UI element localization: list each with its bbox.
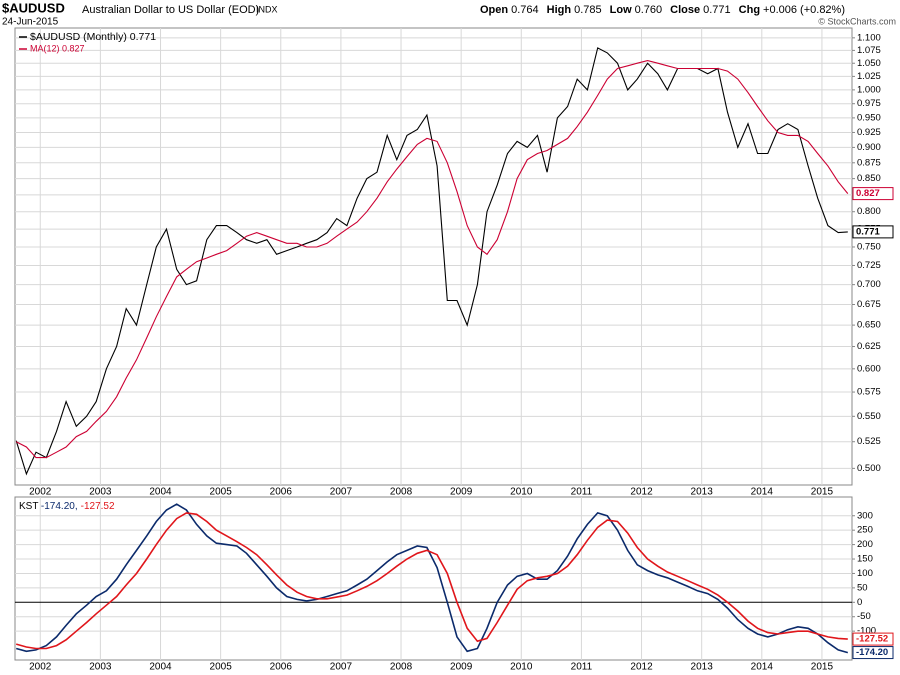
y-tick-label: 300 xyxy=(857,510,873,521)
y-tick-label: 0.700 xyxy=(857,279,881,290)
y-tick-label: 1.050 xyxy=(857,58,881,69)
legend: KST -174.20, -127.52 xyxy=(19,501,115,512)
x-tick-label: 2005 xyxy=(210,662,233,673)
x-tick-label: 2005 xyxy=(210,487,233,498)
y-tick-label: 0.500 xyxy=(857,463,881,474)
x-tick-label: 2014 xyxy=(751,487,774,498)
x-tick-label: 2012 xyxy=(630,487,653,498)
y-tick-label: 0.800 xyxy=(857,206,881,217)
y-tick-label: 0.875 xyxy=(857,157,881,168)
stat-value: 0.771 xyxy=(703,4,731,16)
y-tick-label: 1.000 xyxy=(857,84,881,95)
date: 24-Jun-2015 xyxy=(2,17,59,28)
x-tick-label: 2002 xyxy=(29,487,52,498)
x-tick-label: 2003 xyxy=(89,662,112,673)
y-tick-label: 0.675 xyxy=(857,299,881,310)
y-tick-label: 100 xyxy=(857,568,873,579)
y-tick-label: 50 xyxy=(857,582,868,593)
x-tick-label: 2011 xyxy=(571,662,593,673)
stat-label: Open xyxy=(480,4,508,16)
quote-stats: Open 0.764 High 0.785 Low 0.760 Close 0.771 Chg +… xyxy=(480,4,845,16)
y-tick-label: -100 xyxy=(857,626,876,637)
legend-entry: $AUDUSD (Monthly) 0.771 xyxy=(30,31,156,43)
y-tick-label: 0.900 xyxy=(857,142,881,153)
y-tick-label: 1.100 xyxy=(857,32,881,43)
last-value-label: -174.20 xyxy=(856,647,888,658)
legend-entry: MA(12) 0.827 xyxy=(30,43,85,53)
stat-label: High xyxy=(547,4,572,16)
last-value-label: 0.771 xyxy=(856,226,880,237)
last-value-label: 0.827 xyxy=(856,188,880,199)
x-tick-label: 2013 xyxy=(691,487,714,498)
x-tick-label: 2002 xyxy=(29,662,52,673)
legend-entry: -127.52 xyxy=(81,501,115,512)
last-value-box xyxy=(852,632,894,646)
y-tick-label: 0.925 xyxy=(857,127,881,138)
symbol: $AUDUSD xyxy=(2,0,65,15)
y-tick-label: 1.025 xyxy=(857,71,881,82)
y-tick-label: 1.075 xyxy=(857,45,881,56)
y-tick-label: -50 xyxy=(857,611,871,622)
stat-label: Close xyxy=(670,4,700,16)
legend-entry: KST xyxy=(19,501,38,512)
y-tick-label: 0.650 xyxy=(857,320,881,331)
stat-value: 0.764 xyxy=(511,4,539,16)
last-value-box xyxy=(852,646,894,660)
y-tick-label: 0.600 xyxy=(857,363,881,374)
stat-label: Chg xyxy=(739,4,760,16)
legend-entry: -174.20, xyxy=(41,501,78,512)
y-tick-label: 200 xyxy=(857,539,873,550)
x-tick-label: 2014 xyxy=(751,662,774,673)
y-tick-label: 0.625 xyxy=(857,341,881,352)
y-tick-label: 0.550 xyxy=(857,411,881,422)
x-tick-label: 2008 xyxy=(390,662,413,673)
y-tick-label: 0.750 xyxy=(857,241,881,252)
x-tick-label: 2015 xyxy=(811,662,834,673)
y-tick-label: 150 xyxy=(857,554,873,565)
y-tick-label: 0.850 xyxy=(857,173,881,184)
y-tick-label: 250 xyxy=(857,525,873,536)
x-tick-label: 2012 xyxy=(630,662,653,673)
x-tick-label: 2006 xyxy=(270,487,293,498)
last-value-box xyxy=(852,187,894,201)
stat-value: +0.006 (+0.82%) xyxy=(763,4,845,16)
last-value-box xyxy=(852,225,894,239)
x-tick-label: 2010 xyxy=(510,487,533,498)
x-tick-label: 2013 xyxy=(691,662,714,673)
plot-area xyxy=(14,496,853,661)
x-tick-label: 2003 xyxy=(89,487,112,498)
series-line xyxy=(15,503,849,654)
stat-value: 0.785 xyxy=(574,4,602,16)
x-tick-label: 2008 xyxy=(390,487,413,498)
y-tick-label: 0.575 xyxy=(857,387,881,398)
y-tick-label: 0.525 xyxy=(857,436,881,447)
series-line xyxy=(15,512,848,650)
y-tick-label: 0.725 xyxy=(857,260,881,271)
x-tick-label: 2007 xyxy=(330,487,353,498)
x-tick-label: 2010 xyxy=(510,662,533,673)
series-line xyxy=(15,60,849,459)
x-tick-label: 2004 xyxy=(149,662,172,673)
x-tick-label: 2009 xyxy=(450,662,473,673)
y-tick-label: 0 xyxy=(857,597,862,608)
y-tick-label: 0.950 xyxy=(857,112,881,123)
y-tick-label: 0.975 xyxy=(857,98,881,109)
credit: © StockCharts.com xyxy=(818,16,896,26)
stat-value: 0.760 xyxy=(635,4,663,16)
x-tick-label: 2004 xyxy=(149,487,172,498)
x-tick-label: 2009 xyxy=(450,487,473,498)
x-tick-label: 2006 xyxy=(270,662,293,673)
stat-label: Low xyxy=(610,4,632,16)
exchange: INDX xyxy=(256,4,278,14)
last-value-label: -127.52 xyxy=(856,634,888,645)
x-tick-label: 2007 xyxy=(330,662,353,673)
x-tick-label: 2015 xyxy=(811,487,834,498)
instrument-name: Australian Dollar to US Dollar (EOD) xyxy=(82,4,259,16)
x-tick-label: 2011 xyxy=(571,487,593,498)
